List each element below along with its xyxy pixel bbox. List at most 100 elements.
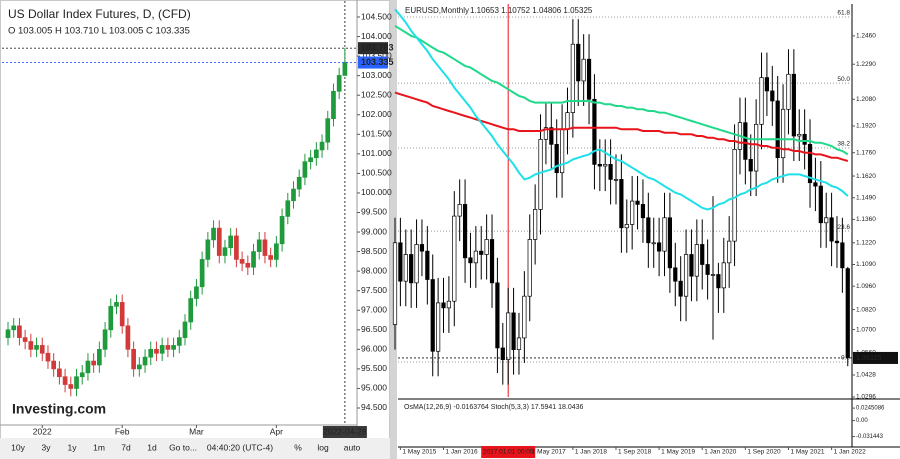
y-tick-label: 1.1220: [856, 240, 876, 247]
candle-body: [222, 247, 228, 256]
candle-body: [462, 204, 468, 259]
candle-body: [430, 279, 435, 352]
candle-body: [613, 179, 619, 181]
candle-body: [452, 215, 457, 302]
candle-body: [409, 254, 414, 284]
candle-body: [705, 264, 710, 275]
candle-body: [205, 239, 211, 260]
candle-body: [597, 164, 602, 167]
y-tick-label: 97.000: [361, 304, 387, 314]
candle-body: [549, 127, 554, 145]
y-tick-label: 1.1360: [856, 216, 876, 223]
candle-body: [57, 368, 62, 378]
candle-body: [748, 159, 753, 172]
candle-body: [495, 282, 500, 349]
y-tick-label: 1.1490: [856, 194, 876, 201]
moving-average: [394, 91, 849, 162]
candle-body: [840, 242, 845, 269]
x-tick-label: 1 May 2019: [661, 449, 695, 456]
candle-body: [500, 347, 505, 360]
candle-body: [667, 217, 672, 269]
candle-body: [274, 243, 279, 260]
osc-tick-label: 0.0245086: [856, 406, 885, 412]
candle-body: [188, 298, 194, 323]
y-tick-label: 94.500: [361, 402, 387, 412]
candle-body: [694, 244, 699, 277]
y-tick-label: 100.000: [361, 187, 392, 197]
candle-body: [256, 239, 262, 252]
candle-body: [543, 127, 549, 140]
candle-body: [559, 128, 565, 174]
candle-body: [22, 337, 28, 342]
toolbar-button[interactable]: 10y: [11, 442, 25, 452]
price-label-box: [358, 56, 388, 69]
toolbar-button[interactable]: 04:40:20 (UTC-4): [207, 442, 273, 452]
candle-body: [673, 267, 678, 282]
candle-body: [710, 274, 716, 276]
toolbar-button[interactable]: 7d: [121, 442, 131, 452]
toolbar-button[interactable]: 3y: [42, 442, 52, 452]
toolbar-button[interactable]: %: [294, 442, 302, 452]
x-tick-label: 1 Jan 2016: [446, 449, 479, 456]
price-label: 103.703: [361, 43, 394, 53]
moving-average: [394, 25, 849, 156]
toolbar-button[interactable]: Go to...: [169, 442, 197, 452]
candle-body: [646, 217, 651, 244]
toolbar-button[interactable]: 1y: [68, 442, 78, 452]
x-tick-label: Apr: [270, 426, 283, 436]
toolbar-button[interactable]: auto: [344, 442, 361, 452]
candle-body: [754, 123, 759, 172]
toolbar-button[interactable]: 1m: [93, 442, 105, 452]
candle-body: [285, 200, 291, 217]
y-tick-label: 98.500: [361, 246, 387, 256]
fib-label: 38.2: [837, 141, 850, 148]
candle-body: [527, 239, 532, 297]
candle-body: [511, 312, 516, 350]
x-tick-label: 1 May 2021: [790, 449, 824, 456]
candle-body: [775, 100, 780, 159]
candle-body: [441, 302, 446, 309]
candle-body: [489, 239, 495, 284]
crosshair-date-box: [481, 446, 536, 458]
y-tick-label: 1.0296: [856, 394, 876, 401]
candle-body: [468, 257, 473, 264]
price-label-box: [358, 42, 388, 55]
candle-body: [608, 164, 613, 180]
toolbar-button[interactable]: 1d: [147, 442, 157, 452]
candle-body: [802, 133, 807, 145]
candle-body: [689, 254, 694, 277]
candle-body: [85, 360, 91, 374]
y-tick-label: 103.000: [361, 70, 392, 80]
candle-body: [194, 286, 199, 299]
candle-body: [125, 325, 131, 350]
candle-body: [148, 348, 154, 358]
candle-body: [473, 250, 478, 264]
toolbar-button[interactable]: log: [317, 442, 329, 452]
y-tick-label: 103.500: [361, 50, 392, 60]
x-tick-label: Mar: [189, 426, 204, 436]
y-tick-label: 101.500: [361, 129, 392, 139]
candle-body: [829, 217, 834, 242]
x-tick-label: 1 Sep 2020: [747, 449, 781, 456]
candle-body: [79, 372, 85, 378]
candle-body: [824, 217, 829, 224]
candle-body: [102, 329, 108, 350]
fib-label: 23.6: [837, 224, 850, 231]
candle-body: [657, 242, 662, 252]
ohlc-readout: 1.10653 1.10752 1.04806 1.05325: [470, 6, 593, 15]
candle-body: [11, 325, 17, 331]
candle-body: [165, 345, 171, 350]
candle-body: [759, 77, 764, 125]
y-tick-label: 102.000: [361, 109, 392, 119]
candle-body: [5, 329, 11, 338]
candle-body: [268, 255, 274, 260]
x-tick-label: 1 Jan 2022: [834, 449, 867, 456]
candle-body: [565, 112, 570, 130]
candle-body: [791, 73, 796, 137]
candle-body: [630, 200, 635, 225]
candle-body: [446, 300, 452, 309]
candle-body: [457, 204, 462, 217]
y-tick-label: 1.0428: [856, 372, 876, 379]
y-tick-label: 1.1920: [856, 123, 876, 130]
y-tick-label: 1.1760: [856, 149, 876, 156]
